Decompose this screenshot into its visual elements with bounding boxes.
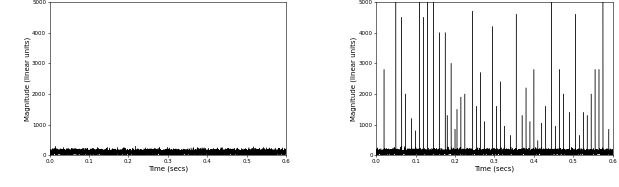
X-axis label: Time (secs): Time (secs) [148,165,188,171]
Y-axis label: Magnitude (linear units): Magnitude (linear units) [24,36,31,121]
X-axis label: Time (secs): Time (secs) [474,165,514,171]
Y-axis label: Magnitude (linear units): Magnitude (linear units) [351,36,357,121]
